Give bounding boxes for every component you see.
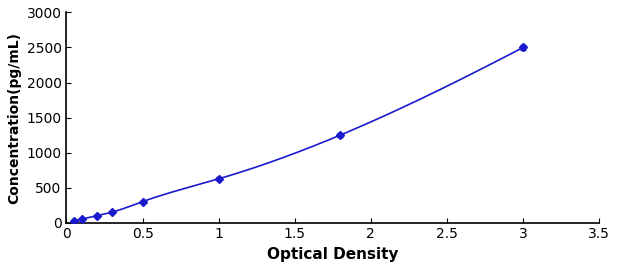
Y-axis label: Concentration(pg/mL): Concentration(pg/mL) [7, 31, 21, 204]
X-axis label: Optical Density: Optical Density [267, 247, 399, 262]
